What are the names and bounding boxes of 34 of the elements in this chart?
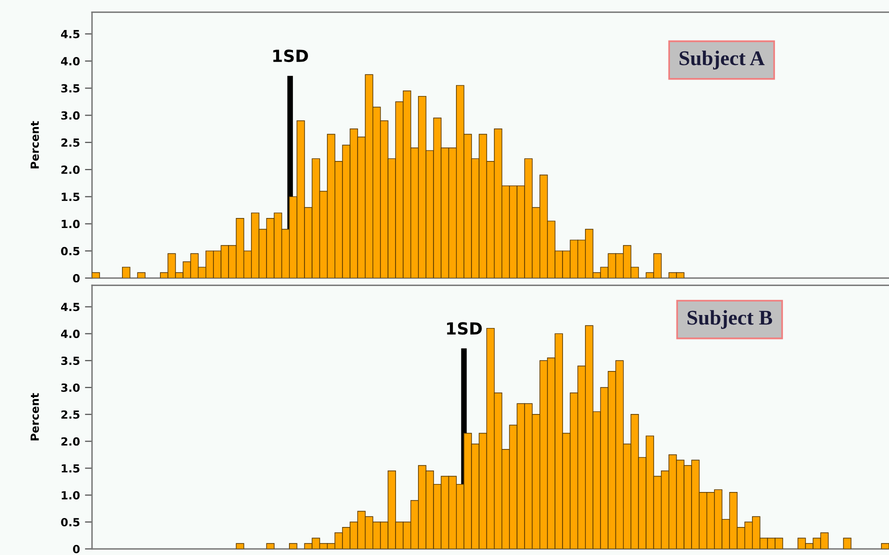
bar: [289, 543, 298, 549]
bar: [137, 272, 146, 278]
y-tick-label: 2.0: [61, 166, 80, 174]
bar: [266, 543, 275, 549]
y-tick-label: 4.5: [61, 30, 80, 38]
y-tick-label: 4.0: [61, 330, 80, 338]
annotation: 1SD: [447, 322, 482, 335]
y-tick-label: 2.5: [61, 138, 80, 147]
y-tick-label: 3.5: [61, 84, 80, 93]
y-tick-label: 3.0: [61, 383, 80, 392]
y-tick-label: 0: [73, 544, 80, 554]
y-tick-label: 0.5: [61, 518, 80, 526]
y-tick-label: 0: [73, 274, 80, 282]
bar: [92, 272, 100, 278]
y-tick-label: 0.5: [61, 246, 80, 256]
y-tick-label: 1.5: [62, 192, 80, 202]
y-tick-label: 2.0: [61, 437, 80, 446]
y-tick-label: 1.0: [62, 491, 80, 500]
y-axis-title: Percent: [30, 121, 39, 168]
bar: [843, 538, 852, 549]
bar: [881, 543, 889, 549]
y-tick-label: 3.0: [61, 111, 80, 120]
annotation: Subject B: [688, 310, 772, 329]
y-axis-title: Percent: [30, 393, 39, 440]
y-tick-label: 4.0: [61, 57, 80, 66]
y-tick-label: 1.0: [62, 220, 80, 228]
bar: [236, 543, 244, 549]
y-tick-label: 3.5: [61, 356, 80, 365]
bar: [122, 266, 130, 278]
y-tick-label: 2.5: [61, 410, 80, 419]
y-tick-label: 1.5: [62, 464, 80, 473]
annotation: 1SD: [273, 50, 308, 62]
y-tick-label: 4.5: [61, 302, 80, 312]
annotation: Subject A: [680, 50, 765, 70]
